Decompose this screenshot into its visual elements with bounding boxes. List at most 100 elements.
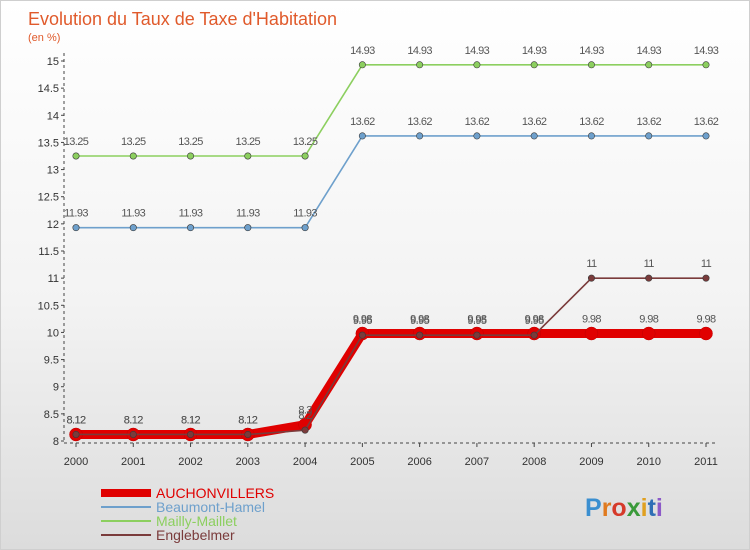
data-point-mailly-maillet	[358, 61, 366, 69]
series-mailly-maillet: 13.25 13.25 13.25 13.25 13.25 14.93 14.93 14.93…	[64, 45, 719, 160]
x-tick-label: 2008	[522, 456, 546, 468]
x-tick-label: 2010	[636, 456, 660, 468]
data-label-beaumont-hamel: 13.62	[636, 116, 661, 128]
data-point-mailly-maillet	[244, 152, 252, 160]
data-point-mailly-maillet	[301, 152, 309, 160]
data-label-mailly-maillet: 14.93	[694, 45, 719, 57]
series-group: 11.93 11.93 11.93 11.93 11.93 13.62 13.62 13.62…	[64, 45, 719, 442]
data-point-auchonvillers	[641, 326, 656, 341]
data-point-mailly-maillet	[530, 61, 538, 69]
x-tick-label: 2009	[579, 456, 603, 468]
y-tick-label: 8	[53, 436, 59, 448]
y-tick-label: 15	[47, 56, 59, 68]
data-point-mailly-maillet	[587, 61, 595, 69]
data-point-englebelmer	[473, 331, 481, 339]
data-point-englebelmer	[358, 331, 366, 339]
data-label-auchonvillers: 9.98	[353, 314, 372, 326]
data-point-englebelmer	[244, 430, 252, 438]
data-point-auchonvillers	[584, 326, 599, 341]
data-point-mailly-maillet	[187, 152, 195, 160]
data-label-mailly-maillet: 13.25	[236, 136, 261, 148]
x-tick-label: 2007	[465, 456, 489, 468]
data-label-englebelmer: 11	[644, 258, 655, 270]
axes: 8 8.5 9 9.5 10 10.5 11 11.5 12 12.5 13 13.5 14 14.5 15…	[38, 53, 718, 468]
y-tick-label: 12.5	[38, 192, 59, 204]
data-point-beaumont-hamel	[358, 132, 366, 140]
data-point-beaumont-hamel	[530, 132, 538, 140]
x-tick-label: 2005	[350, 456, 374, 468]
data-point-mailly-maillet	[473, 61, 481, 69]
data-label-mailly-maillet: 14.93	[636, 45, 661, 57]
series-line-mailly-maillet	[75, 63, 707, 157]
data-point-beaumont-hamel	[187, 224, 195, 232]
y-tick-label: 11.5	[38, 246, 59, 258]
data-point-englebelmer	[416, 331, 424, 339]
legend-label-mailly-maillet: Mailly-Maillet	[156, 513, 237, 529]
data-point-beaumont-hamel	[702, 132, 710, 140]
data-point-englebelmer	[530, 331, 538, 339]
data-point-englebelmer	[301, 426, 309, 434]
data-label-mailly-maillet: 13.25	[64, 136, 89, 148]
data-point-beaumont-hamel	[301, 224, 309, 232]
legend: AUCHONVILLERSBeaumont-HamelMailly-Maille…	[101, 485, 274, 543]
y-tick-label: 9	[53, 382, 59, 394]
data-label-beaumont-hamel: 11.93	[64, 208, 88, 220]
x-tick-label: 2001	[121, 456, 145, 468]
data-point-mailly-maillet	[72, 152, 80, 160]
data-point-englebelmer	[702, 274, 710, 282]
data-label-beaumont-hamel: 13.62	[407, 116, 432, 128]
series-auchonvillers: 8.12 8.12 8.12 8.128.39.98 9.98 9.98 9.98 9.98 9…	[66, 314, 717, 442]
data-label-beaumont-hamel: 13.62	[522, 116, 547, 128]
data-label-englebelmer: 11	[586, 258, 597, 270]
series-beaumont-hamel: 11.93 11.93 11.93 11.93 11.93 13.62 13.62 13.62…	[64, 116, 719, 232]
data-point-englebelmer	[587, 274, 595, 282]
logo-letter: t	[648, 494, 657, 522]
x-tick-label: 2004	[293, 456, 317, 468]
logo-letter: i	[641, 494, 648, 522]
data-label-auchonvillers: 8.12	[238, 414, 257, 426]
data-point-mailly-maillet	[645, 61, 653, 69]
y-tick-label: 10.5	[38, 300, 59, 312]
series-line-beaumont-hamel	[75, 135, 707, 229]
data-label-beaumont-hamel: 13.62	[579, 116, 604, 128]
logo-letter: i	[656, 494, 663, 522]
data-label-englebelmer: 9.95	[525, 315, 544, 327]
legend-label-auchonvillers: AUCHONVILLERS	[156, 485, 274, 501]
y-tick-label: 8.5	[44, 409, 59, 421]
data-point-englebelmer	[187, 430, 195, 438]
data-label-beaumont-hamel: 11.93	[121, 208, 145, 220]
logo-letter: x	[627, 494, 641, 522]
data-label-auchonvillers: 8.12	[181, 414, 200, 426]
data-label-englebelmer: 8.12	[66, 414, 85, 426]
data-point-beaumont-hamel	[645, 132, 653, 140]
series-line-englebelmer	[75, 277, 707, 436]
data-label-englebelmer: 9.95	[467, 315, 486, 327]
y-tick-label: 13.5	[38, 137, 59, 149]
data-label-auchonvillers: 9.98	[525, 314, 544, 326]
series-englebelmer: 8.12 8.12 8.12 8.12 8.2 9.95 9.95 9.95 9.95 11 11 1…	[66, 258, 712, 438]
data-point-englebelmer	[72, 430, 80, 438]
x-tick-label: 2003	[236, 456, 260, 468]
data-label-mailly-maillet: 14.93	[350, 45, 375, 57]
x-tick-label: 2000	[64, 456, 88, 468]
data-point-beaumont-hamel	[129, 224, 137, 232]
data-point-englebelmer	[129, 430, 137, 438]
data-label-englebelmer: 11	[701, 258, 712, 270]
logo-letter: P	[585, 494, 602, 522]
data-label-auchonvillers: 9.98	[696, 314, 715, 326]
data-label-auchonvillers: 9.98	[639, 314, 658, 326]
data-point-beaumont-hamel	[473, 132, 481, 140]
data-label-beaumont-hamel: 11.93	[179, 208, 203, 220]
data-point-auchonvillers	[699, 326, 713, 341]
y-tick-label: 10	[47, 327, 59, 339]
data-label-auchonvillers: 8.12	[124, 414, 143, 426]
data-label-mailly-maillet: 13.25	[293, 136, 318, 148]
data-point-mailly-maillet	[702, 61, 710, 69]
x-tick-label: 2006	[407, 456, 431, 468]
data-label-auchonvillers: 9.98	[467, 314, 486, 326]
y-tick-label: 11	[48, 273, 59, 285]
data-label-beaumont-hamel: 13.62	[350, 116, 375, 128]
data-label-englebelmer: 9.95	[410, 315, 429, 327]
data-label-auchonvillers: 8.12	[66, 414, 85, 426]
y-tick-label: 12	[47, 219, 59, 231]
